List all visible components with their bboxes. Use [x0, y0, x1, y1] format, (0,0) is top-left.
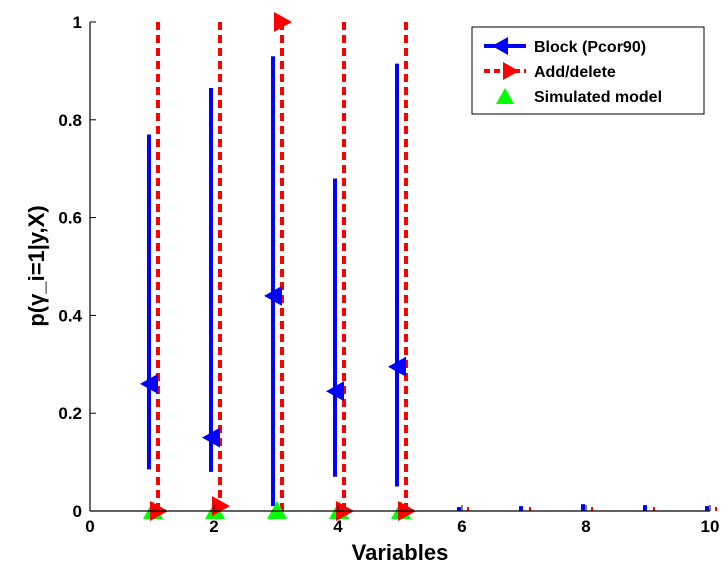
block-marker — [388, 356, 406, 377]
ticks — [89, 21, 711, 512]
y-tick-label: 0.8 — [58, 111, 82, 130]
block-marker — [326, 381, 344, 402]
legend-marker-adddelete — [503, 62, 519, 80]
block-marker — [140, 373, 158, 394]
x-tick-label: 10 — [701, 517, 720, 536]
legend: Block (Pcor90) Add/delete Simulated mode… — [471, 26, 705, 115]
legend-marker-block — [492, 37, 508, 55]
x-tick-label: 6 — [457, 517, 466, 536]
legend-label-block: Block (Pcor90) — [534, 39, 646, 56]
adddelete-marker — [274, 12, 292, 32]
legend-label-adddelete: Add/delete — [534, 64, 616, 81]
x-tick-label: 0 — [85, 517, 94, 536]
chart-marks — [140, 12, 717, 521]
y-tick-label: 0 — [73, 502, 82, 521]
x-tick-labels: 0 2 4 6 8 10 — [85, 517, 719, 536]
y-tick-labels: 0 0.2 0.4 0.6 0.8 1 — [58, 13, 82, 521]
y-tick-label: 0.4 — [58, 306, 82, 325]
block-marker — [202, 427, 220, 448]
axes — [89, 22, 710, 512]
y-tick-label: 0.2 — [58, 404, 82, 423]
legend-label-simulated: Simulated model — [534, 89, 662, 106]
x-tick-label: 4 — [333, 517, 343, 536]
x-axis-title: Variables — [352, 540, 449, 565]
y-tick-label: 0.6 — [58, 209, 82, 228]
y-tick-label: 1 — [73, 13, 82, 32]
x-tick-label: 2 — [209, 517, 218, 536]
x-tick-label: 8 — [581, 517, 590, 536]
legend-marker-simulated — [496, 88, 514, 104]
y-axis-title: p(γ_i=1|y,X) — [24, 205, 49, 326]
simulated-marker — [267, 501, 287, 519]
block-marker — [264, 285, 282, 306]
